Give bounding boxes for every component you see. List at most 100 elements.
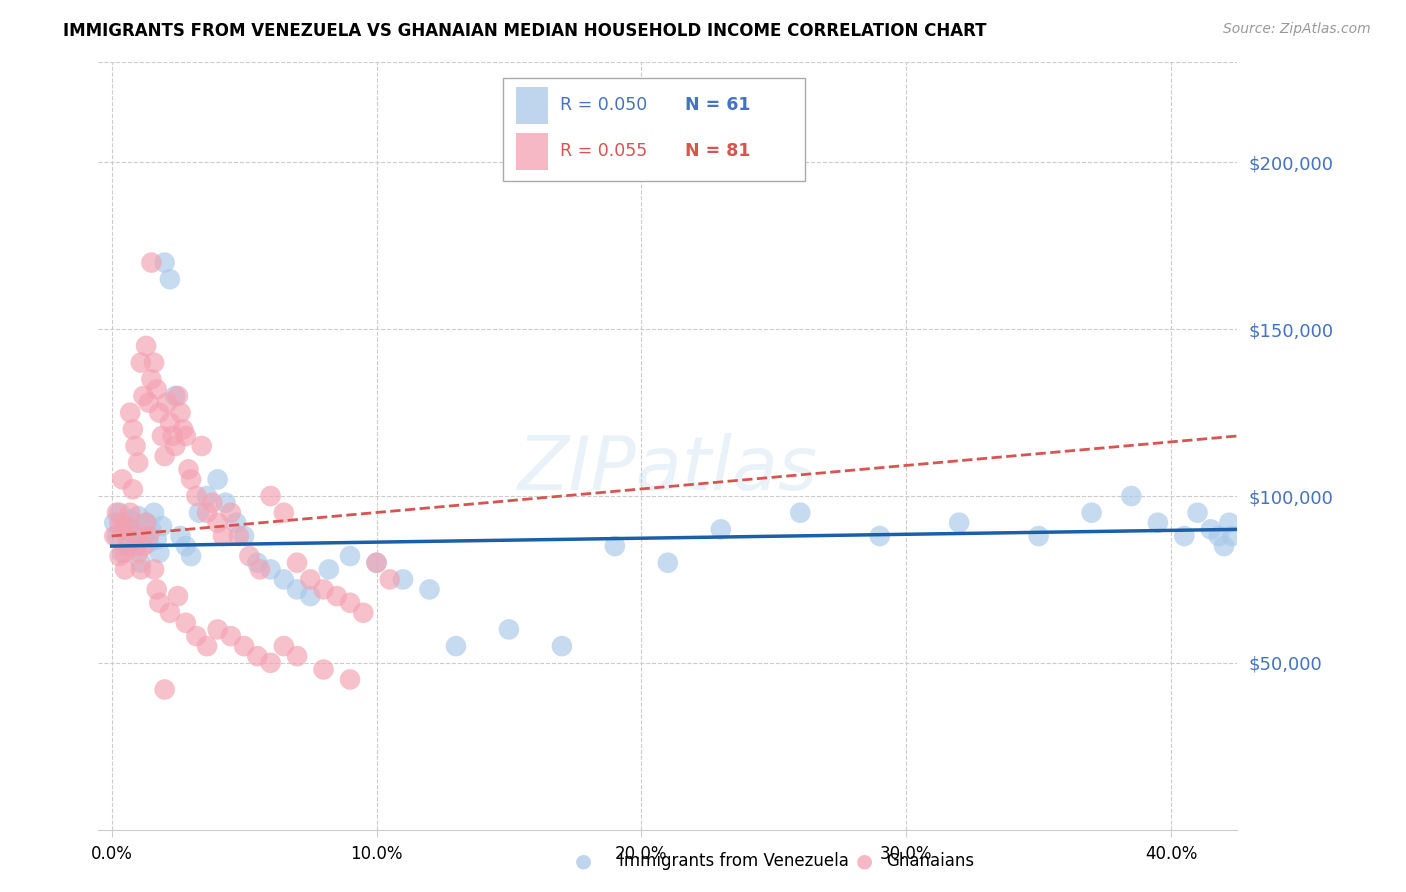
Point [228,529,250,543]
Point [169,529,191,543]
Point [167,389,190,403]
Point [153,255,176,269]
Point [121,525,143,540]
Point [165,439,187,453]
Point [103,529,125,543]
Text: Ghanaians: Ghanaians [886,852,974,870]
Point [114,546,136,560]
Point [657,556,679,570]
Point [273,573,295,587]
Point [339,549,361,563]
Point [378,573,401,587]
Point [195,506,218,520]
Point [225,516,247,530]
Point [132,529,155,543]
Point [1187,506,1209,520]
Point [273,506,295,520]
FancyBboxPatch shape [516,133,548,169]
Point [207,472,229,486]
Point [366,556,388,570]
Point [111,522,134,536]
Point [108,516,131,530]
Point [312,582,335,597]
Point [143,356,166,370]
Point [103,516,125,530]
Point [1173,529,1195,543]
Point [153,449,176,463]
Point [498,623,520,637]
Point [145,533,167,547]
Point [159,416,181,430]
Point [339,673,361,687]
Text: ZIPatlas: ZIPatlas [517,433,818,505]
Point [124,539,146,553]
Point [285,649,308,664]
Point [1220,529,1243,543]
Point [124,529,146,543]
Point [233,529,256,543]
Text: R = 0.055: R = 0.055 [560,143,647,161]
Point [141,372,163,386]
Point [212,529,235,543]
Point [120,406,142,420]
Point [121,483,143,497]
Point [444,639,467,653]
Point [114,519,136,533]
Point [207,623,229,637]
Point [138,529,160,543]
Point [246,556,269,570]
Point [162,429,184,443]
Point [180,549,202,563]
Point [312,663,335,677]
Point [180,472,202,486]
Point [150,519,173,533]
Point [551,639,574,653]
Point [135,516,157,530]
Point [108,506,131,520]
Point [259,489,281,503]
Point [299,589,322,603]
Point [249,562,271,576]
Point [1121,489,1143,503]
Point [108,549,131,563]
Point [127,456,149,470]
Point [285,582,308,597]
Point [117,519,139,533]
Point [105,506,128,520]
Point [186,629,208,643]
Point [174,429,197,443]
Point [246,649,269,664]
Point [105,529,128,543]
Point [326,589,349,603]
Point [145,382,167,396]
Point [710,522,733,536]
Point [150,429,173,443]
Point [159,272,181,286]
Point [1028,529,1050,543]
Point [214,496,236,510]
Point [143,506,166,520]
Point [148,406,170,420]
Point [299,573,322,587]
Point [120,512,142,526]
Point [135,516,157,530]
Point [124,439,146,453]
Point [273,639,295,653]
Point [141,255,163,269]
Point [167,589,190,603]
Point [339,596,361,610]
Point [138,395,160,409]
Point [238,549,260,563]
Point [141,522,163,536]
Point [129,562,152,576]
Point [259,656,281,670]
Point [165,389,187,403]
Point [117,533,139,547]
FancyBboxPatch shape [503,78,804,181]
Point [177,462,200,476]
Point [948,516,970,530]
Point [1080,506,1102,520]
Point [120,506,142,520]
Point [127,509,149,524]
Point [188,506,211,520]
